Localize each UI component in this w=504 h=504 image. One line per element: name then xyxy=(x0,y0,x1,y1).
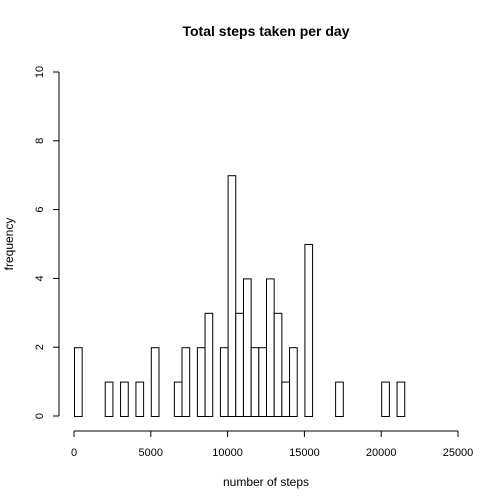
y-tick-label: 0 xyxy=(34,413,46,419)
histogram-bar-8 xyxy=(135,381,145,418)
x-tick-label: 25000 xyxy=(443,447,474,459)
histogram-bar-16 xyxy=(196,347,206,418)
x-tick-label: 0 xyxy=(71,447,77,459)
y-axis-label: frequency xyxy=(2,218,16,271)
bars-group xyxy=(74,175,406,418)
histogram-bar-22 xyxy=(242,278,252,417)
histogram-bar-13 xyxy=(173,381,183,418)
y-tick-label: 6 xyxy=(34,207,46,213)
x-axis: 0 5000 10000 15000 20000 25000 xyxy=(71,430,474,459)
histogram-bar-0 xyxy=(74,347,83,418)
histogram-bar-27 xyxy=(281,381,291,418)
histogram-bar-40 xyxy=(381,381,390,418)
histogram-bar-23 xyxy=(250,347,260,418)
histogram-bar-20 xyxy=(227,175,237,417)
histogram-bar-28 xyxy=(289,347,298,418)
histogram-bar-4 xyxy=(104,381,114,418)
histogram-bar-6 xyxy=(120,381,129,418)
x-tick-label: 15000 xyxy=(289,447,320,459)
y-tick-label: 8 xyxy=(34,138,46,144)
histogram-bar-21 xyxy=(235,312,244,417)
histogram-bar-24 xyxy=(258,347,268,418)
x-tick-label: 5000 xyxy=(139,447,163,459)
x-tick-label: 10000 xyxy=(212,447,243,459)
x-tick-label: 20000 xyxy=(366,447,397,459)
y-tick-label: 2 xyxy=(34,344,46,350)
y-tick-label: 4 xyxy=(34,275,46,281)
histogram-bar-25 xyxy=(266,278,275,417)
histogram-bar-17 xyxy=(204,312,214,417)
histogram-bar-42 xyxy=(396,381,406,418)
x-axis-label: number of steps xyxy=(223,475,309,489)
y-axis: 0 2 4 6 8 10 xyxy=(34,66,60,419)
y-tick-label: 10 xyxy=(34,66,46,78)
histogram-bar-19 xyxy=(219,347,229,418)
chart-title: Total steps taken per day xyxy=(182,23,349,39)
histogram-bar-30 xyxy=(304,244,314,417)
histogram-bar-14 xyxy=(181,347,191,418)
histogram-bar-10 xyxy=(150,347,160,418)
histogram-bar-34 xyxy=(335,381,344,418)
histogram-bar-26 xyxy=(273,312,283,417)
